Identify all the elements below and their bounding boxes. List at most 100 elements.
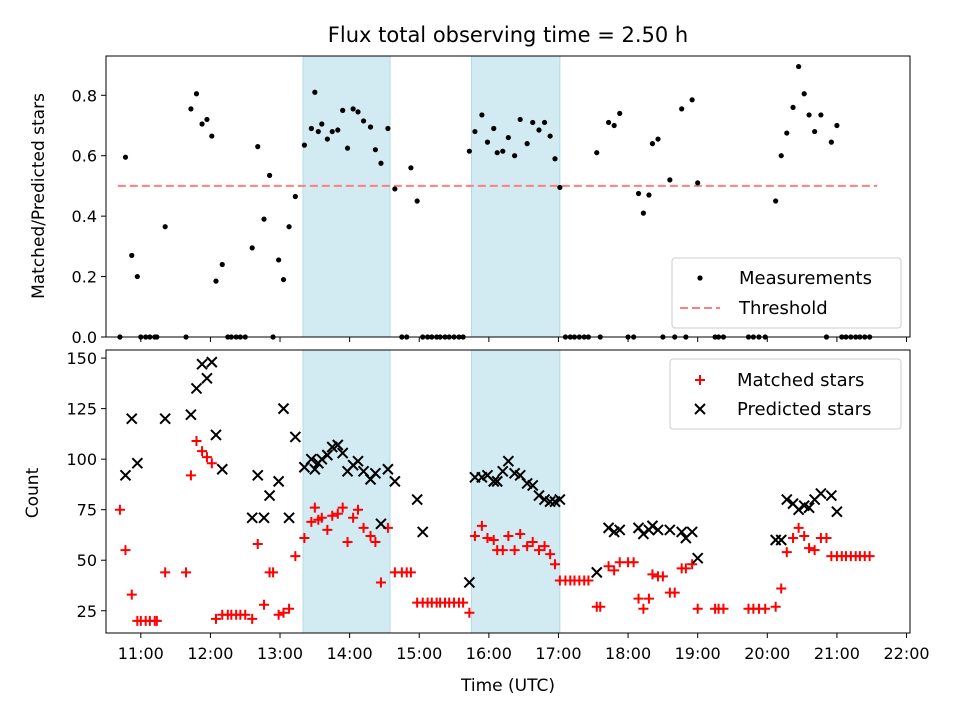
matched-star-point (181, 567, 192, 578)
bottom-y-axis-label: Count (23, 467, 43, 518)
measurement-point (367, 124, 374, 130)
measurement-point (301, 142, 307, 148)
predicted-star-point (417, 526, 429, 538)
predicted-star-point (119, 469, 132, 482)
predicted-star-point (369, 467, 382, 480)
y-tick-label: 0.8 (72, 86, 97, 105)
matched-star-point (687, 559, 698, 570)
measurement-point (524, 141, 530, 147)
matched-star-point (522, 541, 533, 552)
measurement-point (689, 97, 695, 103)
predicted-star-point (289, 431, 302, 443)
predicted-star-point (336, 447, 349, 459)
matched-star-point (497, 545, 508, 556)
matched-star-point (821, 532, 832, 543)
chart-title: Flux total observing time = 2.50 h (328, 23, 688, 47)
measurement-point (280, 276, 287, 283)
matched-star-point (185, 470, 196, 481)
measurement-point (801, 91, 807, 97)
measurement-point (340, 107, 346, 113)
predicted-star-point (544, 495, 556, 508)
measurement-point (557, 184, 563, 191)
predicted-star-point (283, 512, 295, 524)
measurement-point (199, 121, 205, 127)
y-tick-label: 0.0 (72, 328, 97, 347)
measurement-point (324, 136, 330, 142)
measurement-point (414, 198, 420, 204)
predicted-star-point (637, 528, 650, 540)
matched-star-point (669, 587, 680, 598)
measurement-point (193, 91, 200, 97)
matched-star-point (488, 535, 499, 546)
measurement-point (834, 122, 840, 129)
measurement-point (312, 89, 318, 95)
matched-star-point (273, 609, 284, 620)
matched-star-point (614, 557, 625, 568)
matched-star-point (776, 583, 787, 594)
legend-box (669, 358, 902, 430)
legend-matched-marker (695, 375, 705, 385)
predicted-star-point (775, 534, 787, 546)
predicted-star-point (803, 501, 815, 514)
measurement-point (679, 106, 685, 112)
matched-star-point (309, 502, 320, 513)
measurement-point (828, 139, 834, 145)
y-tick-label: 25 (77, 602, 97, 621)
matched-star-point (770, 601, 781, 612)
measurement-point (276, 257, 282, 263)
matched-star-point (781, 547, 792, 558)
top-legend: Measurements Threshold (671, 257, 902, 329)
measurement-point (796, 63, 802, 70)
bottom-count-panel: 25 50 75 100 125 150 11:00 12:00 13:00 14:00 15:00… (66, 349, 929, 663)
matched-star-point (316, 512, 327, 523)
predicted-star-point (126, 413, 138, 425)
legend-measurements-label: Measurements (739, 268, 872, 289)
predicted-star-point (352, 455, 364, 467)
x-tick-label: 19:00 (675, 644, 721, 663)
predicted-star-point (497, 465, 509, 477)
matched-star-point (365, 530, 376, 541)
observing-window-span (470, 349, 561, 634)
measurement-point (552, 156, 558, 162)
measurement-point (649, 141, 656, 147)
predicted-star-point (309, 463, 321, 475)
matched-star-point (539, 541, 550, 552)
predicted-star-point (272, 475, 285, 488)
observing-window-span (302, 55, 391, 338)
matched-star-point (126, 589, 137, 600)
matched-star-point (247, 613, 258, 624)
measurement-point (350, 106, 356, 112)
predicted-star-point (533, 489, 545, 502)
top-axes-frame (105, 55, 911, 338)
matched-star-point (804, 543, 815, 554)
matched-star-point (595, 601, 606, 612)
predicted-star-point (652, 524, 664, 536)
matched-star-point (788, 532, 799, 543)
measurement-point (378, 160, 384, 166)
measurement-point (213, 278, 219, 284)
measurement-point (635, 190, 642, 197)
matched-star-point (680, 563, 691, 574)
predicted-star-point (527, 479, 539, 492)
measurement-point (547, 133, 553, 139)
y-tick-label: 125 (66, 400, 97, 419)
measurement-point (500, 148, 506, 154)
matched-star-point (268, 567, 279, 578)
predicted-star-point (675, 526, 688, 538)
predicted-star-point (646, 520, 659, 532)
measurement-point (209, 133, 215, 139)
matched-star-point (191, 435, 202, 446)
matched-star-point (482, 532, 493, 543)
x-tick-label: 14:00 (327, 644, 373, 663)
matched-star-point (278, 607, 289, 618)
x-tick-label: 15:00 (396, 644, 442, 663)
matched-star-point (799, 530, 810, 541)
measurement-point (162, 224, 168, 230)
measurement-point (319, 121, 325, 127)
predicted-star-point (321, 449, 334, 461)
matched-star-point (809, 545, 820, 556)
matched-star-point (643, 593, 654, 604)
matched-star-point (201, 452, 212, 463)
